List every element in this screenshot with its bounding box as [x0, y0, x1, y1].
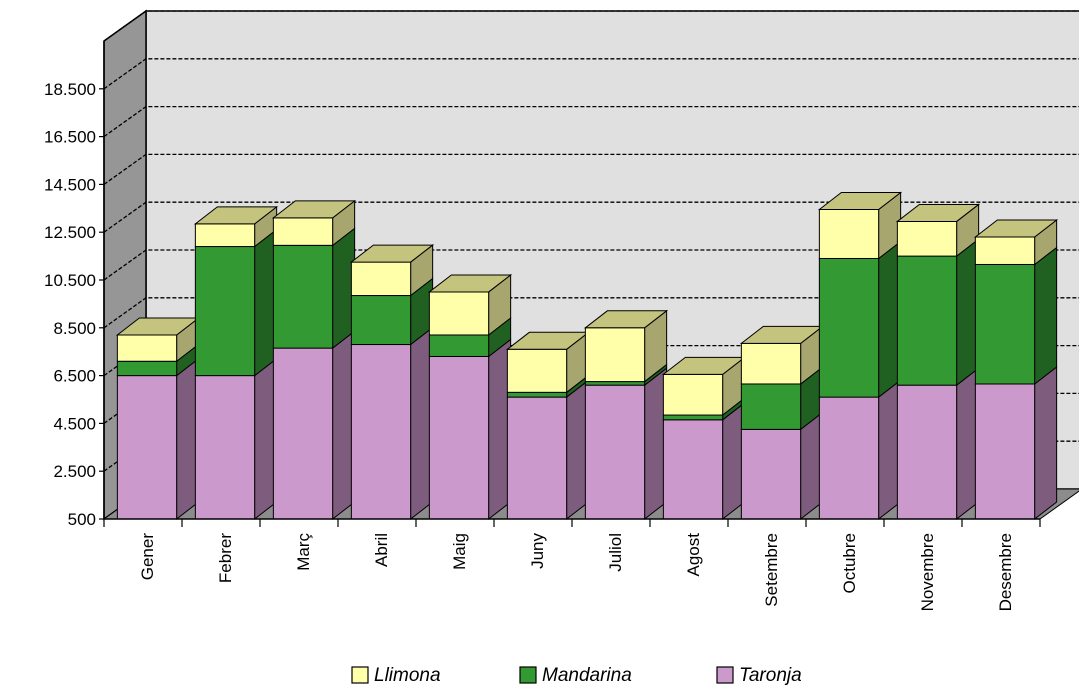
bar-mandarina	[428, 334, 490, 357]
gridline	[103, 58, 1079, 90]
x-category-label: Gener	[138, 533, 157, 581]
x-category-label: Octubre	[840, 533, 859, 593]
bar-taronja	[428, 355, 490, 520]
bar-mandarina	[506, 391, 568, 398]
bar-mandarina	[740, 383, 802, 430]
bar-top	[817, 191, 903, 210]
bar-llimona	[194, 223, 256, 248]
bar-mandarina	[974, 263, 1036, 385]
bar-mandarina	[818, 257, 880, 398]
x-category-label: Maig	[450, 533, 469, 570]
y-tick-label: 2.500	[53, 462, 96, 481]
bar-mandarina	[116, 360, 178, 377]
legend-swatch-llimona	[351, 666, 369, 684]
bar-taronja	[974, 383, 1036, 520]
bar-taronja	[506, 396, 568, 520]
bar-llimona	[662, 373, 724, 416]
legend-swatch-mandarina	[519, 666, 537, 684]
bars	[115, 191, 1059, 521]
x-category-label: Abril	[372, 533, 391, 567]
bar-llimona	[896, 220, 958, 257]
x-category-label: Desembre	[996, 533, 1015, 611]
gridline	[103, 105, 1079, 138]
gridline	[103, 153, 1079, 185]
bar-taronja	[350, 344, 412, 520]
bar-taronja	[194, 375, 256, 520]
bar-mandarina-side	[1034, 246, 1058, 385]
bar-llimona	[350, 261, 412, 297]
y-tick-label: 18.500	[44, 80, 96, 99]
legend-label-mandarina: Mandarina	[542, 665, 632, 686]
x-category-label: Setembre	[762, 533, 781, 607]
y-tick-label: 8.500	[53, 319, 96, 338]
bar-mandarina	[662, 414, 724, 421]
gridline	[103, 10, 1079, 42]
bar-taronja	[584, 384, 646, 520]
bar-mandarina	[350, 295, 412, 346]
x-category-label: Febrer	[216, 533, 235, 583]
bar-top	[193, 206, 279, 225]
bar-mandarina	[896, 255, 958, 386]
bar-top	[973, 219, 1059, 238]
bar-llimona	[740, 342, 802, 385]
gridline	[103, 249, 1079, 281]
bar-mandarina	[272, 244, 334, 349]
y-tick-label: 6.500	[53, 367, 96, 386]
y-tick-label: 4.500	[53, 414, 96, 433]
bar-top	[349, 244, 435, 263]
bar-llimona	[428, 291, 490, 336]
y-tick-label: 10.500	[44, 271, 96, 290]
y-tick-label: 500	[68, 510, 96, 529]
bar-llimona	[818, 208, 880, 259]
x-category-label: Novembre	[918, 533, 937, 611]
bar-llimona	[116, 334, 178, 362]
bar-mandarina	[194, 246, 256, 377]
y-axis: 500 2.500 4.500 6.500 8.500 10.500 12.500 14.50…	[44, 41, 105, 529]
bar-taronja	[662, 419, 724, 520]
bar-top	[427, 274, 513, 293]
x-category-label: Març	[294, 533, 313, 571]
legend-label-llimona: Llimona	[374, 665, 441, 686]
bar-taronja	[740, 428, 802, 520]
x-category-label: Juliol	[606, 533, 625, 572]
bar-mandarina	[584, 381, 646, 386]
y-tick-label: 16.500	[44, 128, 96, 147]
x-category-label: Juny	[528, 533, 547, 569]
y-tick-label: 12.500	[44, 223, 96, 242]
bar-llimona	[506, 348, 568, 393]
gridline	[103, 201, 1079, 233]
bar-llimona	[974, 236, 1036, 265]
bar-llimona	[272, 217, 334, 246]
bar-top	[271, 200, 357, 219]
bar-llimona	[584, 327, 646, 383]
bar-taronja	[116, 375, 178, 520]
bar-top	[895, 203, 981, 222]
legend: Llimona Mandarina Taronja	[351, 665, 802, 686]
bar-taronja-side	[1034, 365, 1058, 521]
legend-label-taronja: Taronja	[739, 665, 802, 686]
x-axis: Gener Febrer Març Abril Maig Juny Juliol Agost S…	[103, 518, 1041, 611]
gridline	[103, 297, 1079, 329]
bar-taronja	[818, 396, 880, 520]
bar-taronja	[896, 384, 958, 520]
x-category-label: Agost	[684, 533, 703, 577]
bar-top	[583, 310, 669, 329]
bar-taronja	[272, 347, 334, 520]
legend-swatch-taronja	[716, 666, 734, 684]
y-tick-label: 14.500	[44, 175, 96, 194]
